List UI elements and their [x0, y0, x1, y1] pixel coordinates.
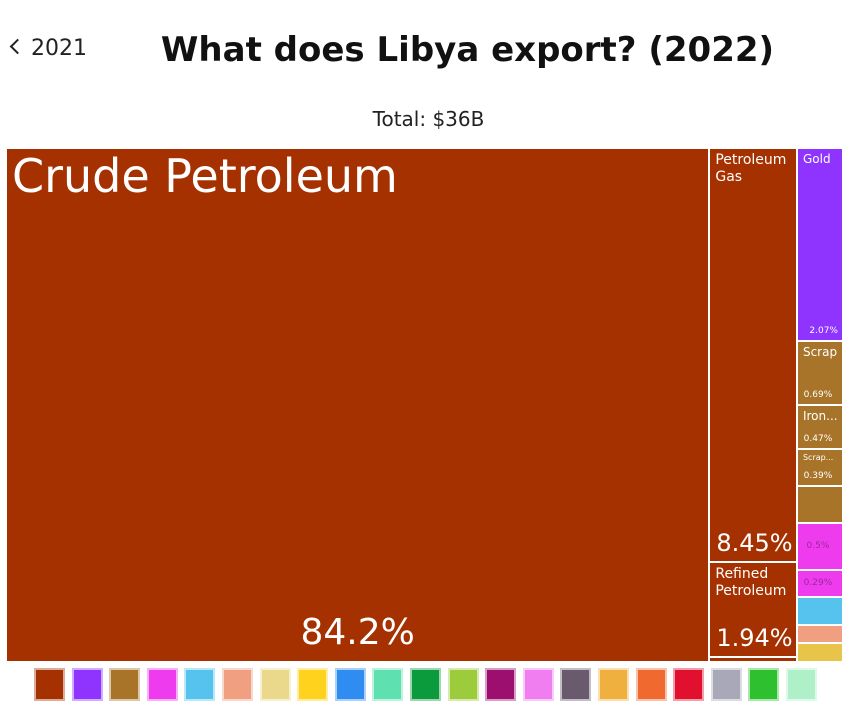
- tile-value-label: 1.94%: [716, 624, 793, 653]
- chart-subtitle: Total: $36B: [372, 107, 485, 131]
- tile: Iron... 0.47%: [796, 405, 843, 450]
- tile: Gold 2.07%: [796, 148, 843, 342]
- tile-label: Refined Petroleum: [715, 566, 787, 599]
- legend-icon[interactable]: [334, 668, 366, 701]
- tile: Scrap... 0.39%: [796, 449, 843, 486]
- chart-title: What does Libya export? (2022): [160, 30, 775, 70]
- tile: [796, 485, 843, 523]
- tile-label: Crude Petroleum: [12, 149, 398, 203]
- legend-icon[interactable]: [222, 668, 253, 701]
- tile-label: Scrap...: [802, 453, 834, 463]
- legend-icon[interactable]: [447, 668, 479, 701]
- tile: Crude Petroleum 84.2%: [6, 148, 710, 662]
- legend-icon[interactable]: [748, 668, 780, 701]
- treemap: Crude Petroleum 84.2% Petroleum Gas 8.45% Re…: [6, 148, 843, 662]
- legend-icon[interactable]: [372, 668, 404, 701]
- back-label: 2021: [31, 36, 87, 61]
- legend-icon[interactable]: [635, 668, 667, 701]
- tile-value-label: 0.29%: [803, 578, 833, 589]
- tile: [796, 596, 843, 625]
- tile-label: Petroleum Gas: [715, 152, 787, 185]
- tile-value-label: 0.69%: [803, 390, 833, 401]
- tile: 0.29%: [796, 569, 843, 597]
- legend-icon[interactable]: [410, 668, 441, 701]
- tile: Scrap Iron 0.69%: [796, 341, 843, 406]
- legend-icon[interactable]: [710, 668, 742, 701]
- tile-value-label: 0.5%: [806, 541, 830, 552]
- tile-value-label: 2.07%: [809, 326, 838, 337]
- legend-icon[interactable]: [297, 668, 329, 701]
- legend-icon[interactable]: [786, 668, 817, 701]
- legend-icon[interactable]: [522, 668, 554, 701]
- tile: Refined Petroleum 1.94%: [709, 562, 797, 658]
- tile-value-label: 8.45%: [716, 529, 793, 558]
- back-link[interactable]: 2021: [9, 36, 87, 61]
- legend: [34, 668, 824, 702]
- tile-label: Scrap Iron: [802, 345, 842, 360]
- legend-icon[interactable]: [673, 668, 705, 701]
- tile-label: Gold: [802, 152, 831, 166]
- tile: 0.5%: [796, 523, 843, 570]
- tile: [796, 624, 843, 644]
- tile-label: Iron...: [802, 409, 838, 424]
- legend-icon[interactable]: [560, 668, 592, 701]
- tile: [796, 643, 843, 662]
- legend-icon[interactable]: [71, 668, 103, 701]
- legend-icon[interactable]: [146, 668, 178, 701]
- tile-value-label: 0.47%: [803, 434, 833, 445]
- legend-icon[interactable]: [109, 668, 141, 701]
- tile: [709, 657, 797, 662]
- tile-value-label: 84.2%: [300, 612, 415, 653]
- tile: Petroleum Gas 8.45%: [709, 148, 797, 563]
- legend-icon[interactable]: [259, 668, 291, 701]
- tile-value-label: 0.39%: [803, 470, 833, 481]
- legend-icon[interactable]: [34, 668, 65, 701]
- legend-icon[interactable]: [598, 668, 629, 701]
- legend-icon[interactable]: [485, 668, 517, 701]
- legend-icon[interactable]: [184, 668, 216, 701]
